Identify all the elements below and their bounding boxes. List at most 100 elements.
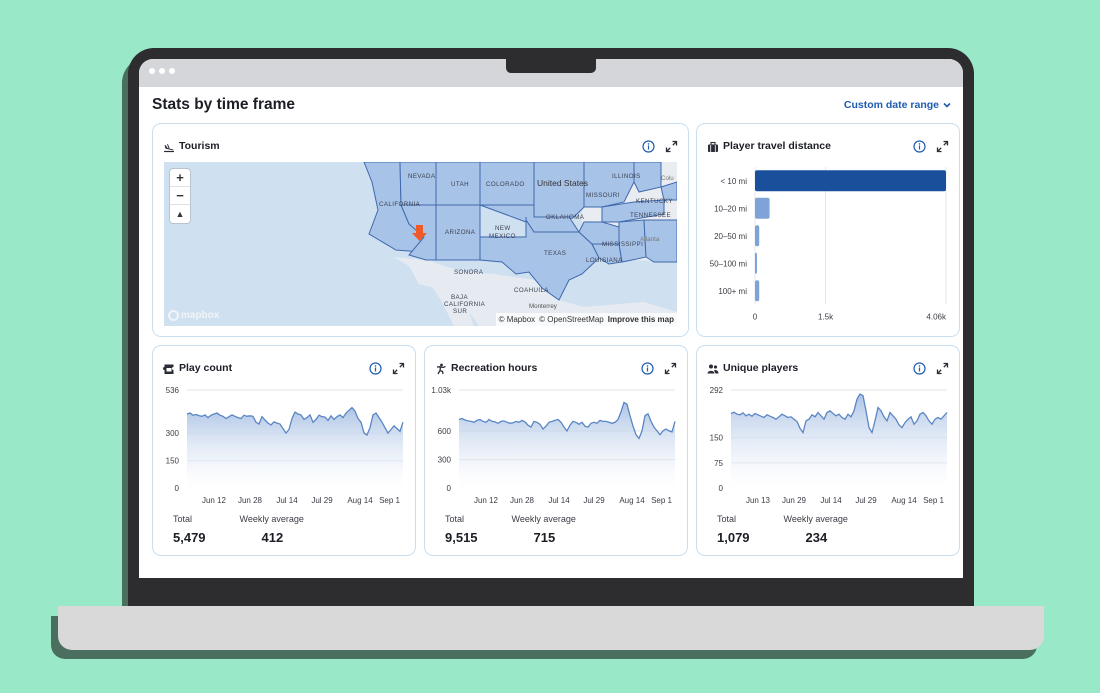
x-tick-label: Jun 12 (202, 496, 227, 505)
travel-distance-bar-chart: 0 1.5k 4.06k < 10 mi 10–20 mi 20–50 mi 50–100 … (710, 167, 947, 322)
y-tick-label: 292 (710, 386, 724, 395)
map-label: MEXICO (489, 233, 516, 240)
x-tick-label: Aug 14 (891, 496, 917, 505)
y-tick-label: 150 (710, 434, 724, 443)
total-label: Total (173, 514, 193, 524)
x-tick-label: Jul 29 (583, 496, 605, 505)
window-dot (149, 68, 155, 74)
info-icon[interactable] (642, 139, 655, 153)
unique-players-card: Unique players 292 150 75 0 Jun 13 Jun 29 Jul … (696, 345, 960, 556)
zoom-control: + − ▲ (170, 169, 190, 223)
x-tick-label: Jun 28 (510, 496, 535, 505)
y-tick-label: 1.03k (431, 386, 452, 395)
info-icon[interactable] (913, 361, 926, 375)
area-fill (459, 402, 675, 488)
x-tick-label: Sep 1 (651, 496, 672, 505)
area-fill (187, 407, 403, 488)
bar (755, 225, 760, 247)
info-icon[interactable] (913, 139, 926, 153)
series-line (186, 406, 404, 436)
total-value: 9,515 (445, 530, 478, 545)
expand-icon[interactable] (936, 140, 949, 153)
weekly-average-stat: Weekly average 715 (512, 514, 576, 545)
weekly-average-label: Weekly average (239, 514, 304, 524)
series-line (458, 401, 676, 440)
weekly-average-value: 234 (805, 530, 828, 545)
recreation-hours-area-chart: 1.03k 600 300 0 Jun 12 Jun 28 Jul 14 Jul 29 Aug … (431, 386, 676, 505)
area-fill (731, 394, 947, 488)
window-dots (149, 68, 175, 74)
mapbox-attribution-link[interactable]: © Mapbox (498, 315, 536, 324)
mapbox-logo[interactable]: mapbox (168, 310, 219, 321)
chevron-down-icon (943, 102, 951, 108)
x-tick-label: 0 (753, 313, 758, 322)
x-tick-label: Jun 29 (782, 496, 807, 505)
date-range-label: Custom date range (843, 99, 939, 111)
map-label: SONORA (454, 269, 484, 276)
map-label: United States (537, 178, 588, 188)
category-label: 10–20 mi (714, 204, 747, 213)
card-title: Play count (179, 362, 233, 374)
tourism-map[interactable]: NEVADA UTAH COLORADO United States MISSO… (164, 162, 677, 326)
weekly-average-label: Weekly average (783, 514, 848, 524)
x-tick-label: Jun 12 (474, 496, 499, 505)
map-attribution: © Mapbox © OpenStreetMap Improve this ma… (495, 313, 677, 326)
zoom-in-button[interactable]: + (170, 169, 190, 187)
compass-button[interactable]: ▲ (175, 209, 185, 219)
map-label: BAJA (451, 294, 469, 301)
person-activity-icon (435, 362, 447, 375)
x-tick-label: Aug 14 (619, 496, 645, 505)
x-tick-label: Jul 14 (548, 496, 570, 505)
y-tick-label: 0 (175, 484, 180, 493)
map-label: KENTUCKY (636, 198, 673, 205)
expand-icon[interactable] (936, 362, 949, 375)
ticket-icon (163, 362, 175, 374)
total-stat: Total 5,479 (173, 514, 206, 545)
osm-attribution-link[interactable]: © OpenStreetMap (539, 315, 604, 324)
map-label: MISSISSIPPI (602, 241, 643, 248)
x-tick-label: Jul 14 (820, 496, 842, 505)
custom-date-range-dropdown[interactable]: Custom date range (844, 99, 952, 111)
total-value: 1,079 (717, 530, 750, 545)
map-label: ILLINOIS (612, 173, 641, 180)
tourism-card: Tourism (152, 123, 689, 337)
suitcase-icon (707, 140, 719, 152)
plane-landing-icon (163, 140, 175, 153)
map-label: CALIFORNIA (444, 301, 486, 308)
info-icon[interactable] (641, 361, 654, 375)
map-label: ARIZONA (445, 229, 476, 236)
play-count-totals: Total 5,479 Weekly average 412 (173, 514, 304, 545)
play-count-area-chart: 536 300 150 0 Jun 12 Jun 28 Jul 14 Jul 29 Aug 14… (166, 386, 404, 505)
x-tick-label: Sep 1 (379, 496, 400, 505)
x-tick-label: 1.5k (818, 313, 834, 322)
card-title: Recreation hours (451, 362, 538, 374)
unique-players-area-chart: 292 150 75 0 Jun 13 Jun 29 Jul 14 Jul 29 Aug 14 S… (710, 386, 948, 505)
x-tick-label: Jun 28 (238, 496, 263, 505)
map-pin-icon[interactable] (412, 225, 427, 241)
total-stat: Total 1,079 (717, 514, 750, 545)
series-line (730, 393, 948, 435)
expand-icon[interactable] (392, 362, 405, 375)
weekly-average-value: 412 (261, 530, 284, 545)
map-label: NEW (495, 225, 511, 232)
card-title: Player travel distance (723, 140, 831, 152)
zoom-out-button[interactable]: − (170, 187, 190, 205)
expand-icon[interactable] (664, 362, 677, 375)
map-label: MISSOURI (586, 192, 620, 199)
x-tick-label: Jul 29 (855, 496, 877, 505)
window-dot (169, 68, 175, 74)
info-icon[interactable] (369, 361, 382, 375)
map-label: COAHUILA (514, 287, 549, 294)
bar (755, 170, 946, 192)
improve-map-link[interactable]: Improve this map (607, 315, 674, 324)
laptop-base (58, 606, 1044, 650)
map-label: OKLAHOMA (546, 214, 585, 221)
card-title: Tourism (179, 140, 220, 152)
mapbox-logo-icon (168, 310, 179, 321)
expand-icon[interactable] (665, 140, 678, 153)
weekly-average-value: 715 (533, 530, 556, 545)
map-label: Colu (661, 175, 674, 182)
map-geography: NEVADA UTAH COLORADO United States MISSO… (363, 162, 677, 326)
x-tick-label: Sep 1 (923, 496, 944, 505)
y-tick-label: 150 (166, 457, 180, 466)
